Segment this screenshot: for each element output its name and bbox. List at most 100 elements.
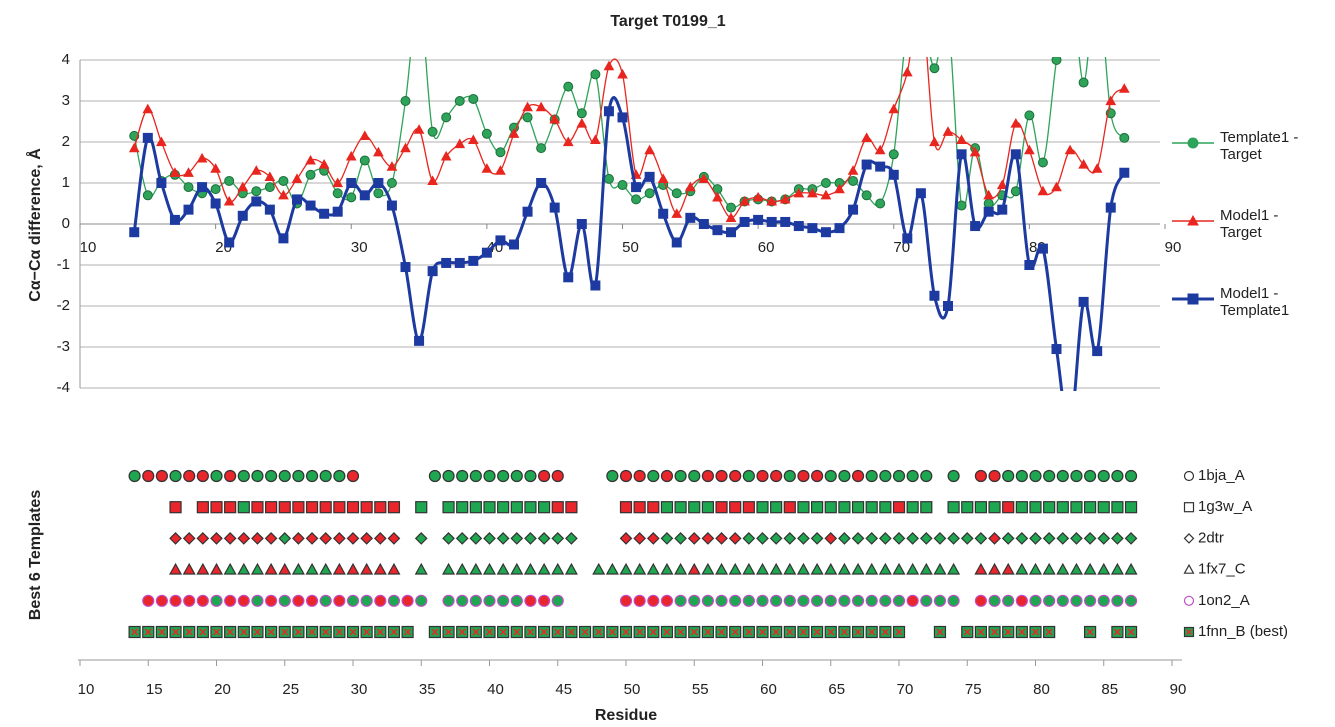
data-point	[264, 171, 276, 181]
data-point	[576, 118, 588, 128]
template-marker	[1070, 594, 1083, 607]
template-marker	[633, 469, 646, 483]
x-tick-label: 15	[146, 681, 163, 698]
data-point	[888, 149, 899, 160]
data-point	[671, 237, 682, 248]
template-marker	[851, 594, 865, 607]
template-marker	[223, 562, 237, 575]
template-marker	[251, 532, 264, 545]
template-marker-cross	[799, 628, 807, 636]
x-tick-label: 90	[1170, 681, 1187, 698]
data-point	[969, 146, 981, 157]
template-marker-cross	[567, 628, 575, 636]
data-point	[983, 206, 994, 217]
data-point	[196, 152, 208, 163]
data-point	[414, 335, 425, 346]
template-marker	[988, 532, 1001, 545]
data-point	[441, 112, 452, 123]
legend-label: Model1 - Target	[1220, 207, 1279, 241]
template-marker	[715, 594, 728, 607]
template-marker	[851, 532, 865, 545]
data-point	[631, 182, 642, 193]
data-point	[549, 202, 560, 213]
data-point	[861, 132, 872, 142]
template-marker	[524, 532, 537, 545]
template-marker	[333, 532, 346, 545]
template-marker	[783, 532, 797, 545]
template-marker	[701, 562, 715, 575]
data-point	[359, 130, 371, 140]
template-marker	[264, 532, 278, 545]
template-marker	[1056, 501, 1069, 514]
template-marker	[155, 594, 168, 607]
template-marker	[783, 469, 796, 483]
template-marker	[824, 532, 838, 545]
legend-marker	[1183, 595, 1195, 606]
template-marker-cross	[322, 628, 330, 636]
template-marker	[619, 501, 633, 514]
data-point	[793, 187, 805, 198]
template-marker	[292, 532, 305, 545]
x-tick-label: 60	[758, 239, 775, 256]
template-marker	[633, 594, 646, 607]
template-marker	[838, 594, 851, 607]
legend-label: 1g3w_A	[1198, 498, 1252, 515]
template-marker	[633, 562, 647, 575]
template-marker	[442, 594, 455, 607]
template-marker-cross	[540, 628, 548, 636]
template-marker	[906, 469, 919, 483]
x-tick-label: 85	[1101, 681, 1118, 698]
template-marker	[824, 501, 837, 514]
data-point	[820, 178, 831, 188]
template-marker	[688, 594, 701, 607]
template-marker	[551, 501, 564, 514]
template-marker-cross	[472, 628, 480, 636]
template-marker	[128, 469, 141, 483]
template-marker	[1070, 501, 1083, 514]
template-marker	[715, 562, 729, 575]
template-marker	[796, 562, 810, 575]
y-axis-title: Best 6 Templates	[27, 490, 44, 621]
template-marker-cross	[936, 628, 944, 636]
template-marker	[729, 594, 742, 607]
template-marker-cross	[199, 628, 207, 636]
template-marker	[292, 469, 305, 483]
data-point	[671, 188, 682, 199]
data-point	[1037, 185, 1049, 196]
template-marker	[319, 594, 332, 607]
data-point	[603, 106, 614, 117]
data-point	[1078, 77, 1089, 88]
data-point	[562, 136, 574, 147]
template-marker	[646, 532, 660, 545]
data-point	[684, 181, 696, 192]
template-marker	[564, 562, 578, 575]
template-marker	[483, 501, 496, 514]
template-marker	[647, 469, 660, 483]
template-marker	[387, 532, 401, 545]
template-marker	[715, 469, 728, 483]
data-point	[400, 142, 411, 153]
data-point	[129, 227, 140, 238]
template-marker	[524, 501, 537, 514]
template-marker	[483, 594, 496, 607]
data-point	[916, 0, 925, 2]
template-marker	[687, 532, 701, 545]
data-point	[631, 194, 642, 205]
template-marker	[346, 594, 360, 607]
data-point	[901, 66, 913, 77]
template-marker	[810, 469, 824, 483]
data-point	[305, 154, 316, 165]
template-marker	[224, 501, 237, 514]
template-marker	[756, 469, 769, 483]
data-point	[712, 225, 723, 236]
template-marker	[251, 594, 264, 607]
template-marker-cross	[663, 628, 671, 636]
template-marker	[1015, 501, 1028, 514]
template-marker-cross	[677, 628, 685, 636]
template-marker-cross	[445, 628, 453, 636]
template-marker-cross	[854, 628, 862, 636]
template-marker	[1097, 594, 1110, 607]
template-marker	[415, 594, 428, 607]
data-point	[915, 188, 926, 199]
data-point	[250, 165, 262, 175]
